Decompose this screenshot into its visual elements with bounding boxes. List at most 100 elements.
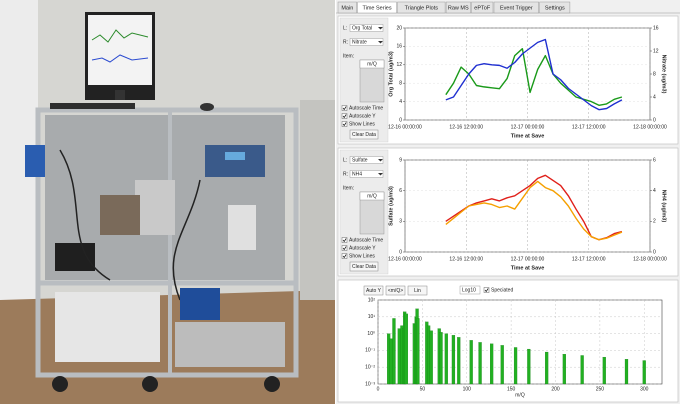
plot-area [377,299,663,385]
y-tick-label: 8 [399,81,402,87]
tab-label: Time Series [362,5,391,11]
tab-label: ePToF [474,5,491,11]
button[interactable] [363,285,384,296]
y-tick-label: 10⁻¹ [365,348,375,354]
button-label: Clear Data [352,132,376,138]
y2-tick-label: 4 [653,94,656,100]
select-label: L: [343,157,347,163]
checkbox[interactable] [483,287,490,293]
y-tick-label: 10¹ [368,314,376,320]
x-tick-label: 150 [507,386,516,392]
select[interactable] [459,285,481,295]
bar [580,355,584,385]
bar [451,335,456,385]
y2-tick-label: 2 [653,219,656,225]
button-label: Auto Y [366,288,382,294]
bar [397,328,401,385]
bar [478,342,482,385]
x-tick-label: 12-17 12:00:00 [572,124,606,130]
tab[interactable] [357,1,397,14]
button[interactable] [349,129,379,140]
bar [642,360,646,385]
check-mark [342,122,347,127]
checkbox[interactable] [341,237,348,243]
y2-tick-label: 6 [653,157,656,163]
bar [562,354,566,385]
button[interactable] [385,285,406,296]
select[interactable] [349,170,384,178]
checkbox[interactable] [341,105,348,111]
x-tick-label: 12-18 00:00:00 [633,124,667,130]
bar [624,359,629,385]
checkbox[interactable] [341,113,348,119]
y-tick-label: 6 [399,188,402,194]
y-tick-label: 10⁰ [367,331,375,337]
y2-axis-label: NH4 (ug/m3) [661,190,667,223]
bar [439,332,443,385]
bar [500,345,504,385]
checkbox-label: Show Lines [349,253,375,259]
tab[interactable] [337,1,357,14]
select-label: L: [343,25,347,31]
y2-tick-label: 4 [653,188,656,194]
x-tick-label: 12-16 00:00:00 [388,256,422,262]
y2-tick-label: 16 [653,25,659,31]
x-tick-label: 250 [596,386,605,392]
button[interactable] [349,261,379,272]
select-arrow [378,27,383,30]
button-label: <m/Q> [388,288,403,294]
item-list-header-bg [359,59,385,69]
tab[interactable] [539,1,571,14]
checkbox[interactable] [341,245,348,251]
select[interactable] [349,24,384,32]
button-label: Clear Data [352,264,376,270]
series-line [445,38,623,111]
y-tick-label: 10⁻³ [365,381,375,387]
y-tick-label: 20 [396,25,402,31]
tab[interactable] [397,1,446,14]
checkbox[interactable] [341,253,348,259]
bar [545,351,549,385]
y-tick-label: 9 [399,157,402,163]
x-tick-label: 200 [551,386,560,392]
check-mark [342,238,347,243]
select-arrow [378,41,383,44]
select-arrow [378,159,383,162]
x-tick-label: 300 [640,386,649,392]
tab[interactable] [493,1,539,14]
x-tick-label: 12-18 00:00:00 [633,256,667,262]
x-axis-label: m/Q [515,392,525,398]
y-tick-label: 12 [396,62,402,68]
x-tick-label: 50 [420,386,426,392]
button[interactable] [407,285,428,296]
select[interactable] [349,156,384,164]
x-tick-label: 12-16 12:00:00 [449,256,483,262]
checkbox-label: Autoscale Y [349,245,376,251]
x-tick-label: 12-17 12:00:00 [572,256,606,262]
x-tick-label: 12-17 00:00:00 [511,256,545,262]
tab-label: Event Trigger [500,5,533,11]
checkbox-label: Autoscale Time [349,237,383,243]
y-tick-label: 0 [399,117,402,123]
y-tick-label: 3 [399,219,402,225]
bar [457,337,461,385]
item-label: Item: [343,185,354,191]
y-axis-label: Org Total (ug/m3) [388,51,394,97]
y2-tick-label: 12 [653,48,659,54]
checkbox[interactable] [341,121,348,127]
select-value: Log10 [462,287,476,293]
y-axis-label: Sulfate (ug/m3) [388,186,394,226]
select-value: Nitrate [352,39,367,45]
tab[interactable] [471,1,494,14]
item-list-header: m/Q [367,193,377,199]
select[interactable] [349,38,384,46]
y2-tick-label: 0 [653,249,656,255]
tab-label: Main [341,5,353,11]
x-tick-label: 12-17 00:00:00 [511,124,545,130]
check-mark [342,254,347,259]
x-tick-label: 12-16 00:00:00 [388,124,422,130]
check-mark [484,288,489,293]
tab[interactable] [445,1,471,14]
bar [429,330,433,385]
y-tick-label: 4 [399,99,402,105]
